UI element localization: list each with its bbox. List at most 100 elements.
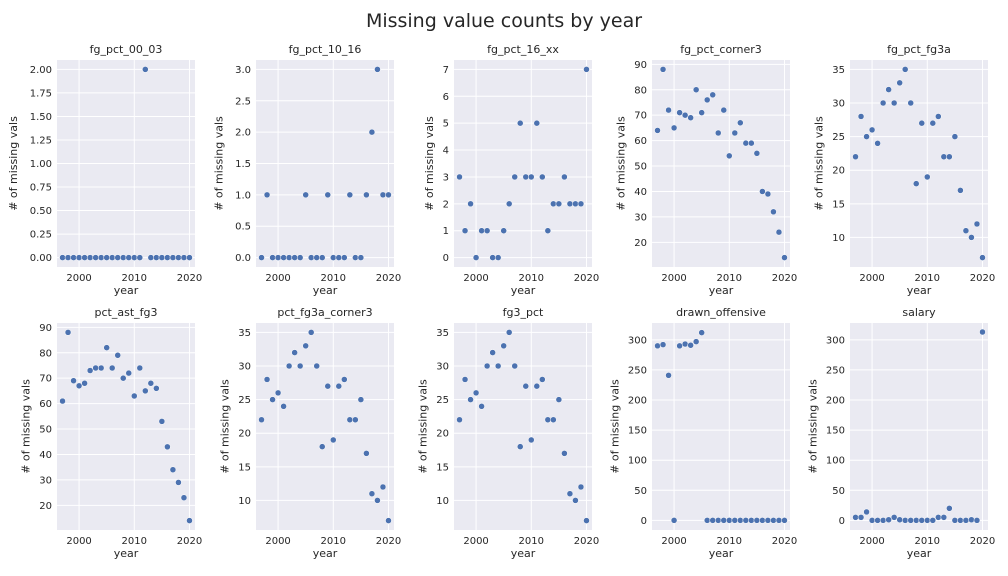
y-tick-label: 0.25 (30, 230, 52, 241)
y-tick-label: 35 (238, 328, 251, 339)
plot-area (454, 323, 592, 530)
y-axis-label: # of missing vals (417, 379, 430, 474)
x-tick-label: 2000 (66, 536, 91, 547)
x-tick-label: 2010 (122, 536, 147, 547)
y-tick-label: 25 (436, 395, 449, 406)
data-point (263, 376, 271, 383)
y-tick-label: 20 (634, 238, 647, 249)
y-tick-label: 50 (634, 486, 647, 497)
x-axis-label: year (709, 547, 734, 560)
data-point (324, 191, 332, 199)
data-point (330, 254, 337, 261)
data-point (97, 364, 105, 372)
data-point (379, 483, 387, 491)
data-point (940, 514, 948, 521)
data-point (665, 106, 672, 114)
data-point (516, 443, 524, 450)
data-point (879, 99, 887, 107)
subplot-title: fg3_pct (503, 306, 544, 319)
data-point (868, 517, 876, 524)
y-axis-label: # of missing vals (212, 116, 225, 211)
data-point (533, 119, 541, 127)
data-point (285, 362, 293, 370)
x-axis-label: year (313, 547, 338, 560)
y-tick-label: 300 (826, 335, 845, 346)
data-point (973, 220, 981, 228)
y-tick-label: 50 (832, 486, 845, 497)
y-tick-label: 0 (641, 516, 647, 527)
data-point (125, 254, 133, 261)
y-tick-label: 0.75 (30, 183, 52, 194)
data-point (659, 341, 667, 348)
y-tick-label: 15 (238, 462, 251, 473)
data-point (918, 517, 926, 524)
y-tick-label: 25 (832, 132, 845, 143)
data-point (103, 344, 110, 351)
y-tick-label: 5 (443, 119, 449, 130)
x-tick-label: 2020 (376, 273, 401, 284)
data-point (335, 254, 343, 261)
data-point (374, 66, 381, 73)
data-point (136, 364, 144, 372)
x-tick-label: 2000 (661, 536, 686, 547)
subplot-title: salary (902, 306, 936, 319)
data-point (97, 254, 105, 261)
data-point (737, 517, 744, 524)
data-point (280, 254, 287, 261)
data-point (269, 254, 276, 261)
x-tick-label: 2020 (376, 536, 401, 547)
x-axis-label: year (114, 547, 139, 560)
y-tick-label: 250 (628, 365, 647, 376)
data-point (566, 490, 574, 497)
data-point (929, 119, 937, 127)
data-point (180, 494, 188, 501)
data-point (709, 517, 716, 524)
data-point (131, 392, 138, 400)
data-point (522, 173, 530, 181)
data-point (681, 111, 689, 119)
data-point (676, 342, 683, 350)
data-point (775, 228, 783, 236)
data-point (291, 254, 298, 261)
subplot-title: fg_pct_fg3a (887, 43, 951, 56)
data-point (318, 443, 326, 450)
data-point (142, 66, 149, 73)
plot-area (652, 323, 790, 530)
data-point (186, 517, 193, 524)
y-tick-label: 30 (436, 362, 449, 373)
x-tick-label: 2000 (66, 273, 91, 284)
x-tick-label: 2010 (321, 273, 346, 284)
subplot-title: pct_fg3a_corner3 (277, 306, 372, 319)
y-tick-label: 2.5 (235, 96, 251, 107)
data-point (186, 254, 193, 261)
data-point (494, 254, 502, 261)
y-tick-label: 70 (634, 111, 647, 122)
data-point (324, 382, 332, 390)
y-tick-label: 1.50 (30, 112, 52, 123)
x-tick-label: 2020 (574, 273, 599, 284)
x-axis-label: year (907, 284, 932, 297)
data-point (764, 517, 772, 524)
subplot-title: drawn_offensive (676, 306, 766, 319)
data-point (363, 450, 370, 457)
data-point (70, 377, 77, 384)
data-point (698, 329, 705, 336)
data-point (313, 362, 320, 370)
data-point (489, 349, 496, 356)
data-point (544, 416, 552, 424)
data-point (918, 119, 926, 127)
data-point (472, 254, 480, 261)
data-point (478, 227, 485, 234)
y-axis-label: # of missing vals (806, 379, 819, 474)
plot-area (850, 60, 988, 267)
data-point (175, 479, 182, 486)
x-axis-label: year (114, 284, 139, 297)
data-point (687, 342, 694, 349)
y-tick-label: 15 (436, 462, 449, 473)
data-point (962, 227, 970, 234)
y-tick-label: 1.5 (235, 159, 251, 170)
data-point (368, 128, 376, 136)
data-point (979, 328, 986, 336)
